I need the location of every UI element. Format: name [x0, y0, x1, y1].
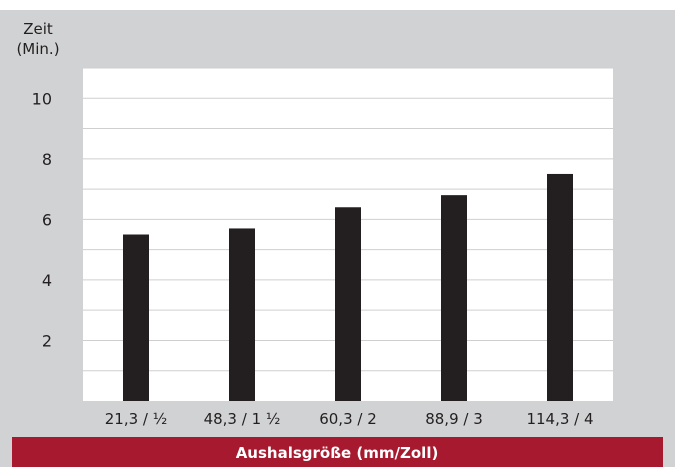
x-tick-label: 114,3 / 4 — [526, 410, 593, 428]
y-tick-label: 4 — [42, 271, 52, 290]
x-axis-title: Aushalsgröße (mm/Zoll) — [236, 444, 439, 462]
x-tick-label: 88,9 / 3 — [425, 410, 483, 428]
bar — [229, 228, 255, 401]
y-tick-labels: 2 4 6 8 10 — [32, 89, 52, 350]
grid-lines — [83, 67, 613, 372]
bar — [335, 207, 361, 401]
x-tick-label: 21,3 / ½ — [105, 410, 168, 428]
y-tick-label: 10 — [32, 89, 52, 108]
bar — [547, 173, 573, 401]
y-tick-label: 2 — [42, 331, 52, 350]
x-tick-label: 60,3 / 2 — [319, 410, 377, 428]
x-axis-title-banner — [12, 437, 663, 467]
bar — [123, 234, 149, 401]
y-axis-label-line1: Zeit — [23, 20, 53, 38]
bars — [123, 173, 573, 401]
y-tick-label: 8 — [42, 150, 52, 169]
x-tick-labels: 21,3 / ½ 48,3 / 1 ½ 60,3 / 2 88,9 / 3 114,3 … — [105, 410, 594, 428]
bar — [441, 195, 467, 401]
y-axis-label-line2: (Min.) — [16, 40, 59, 58]
x-tick-label: 48,3 / 1 ½ — [204, 410, 281, 428]
y-tick-label: 6 — [42, 210, 52, 229]
